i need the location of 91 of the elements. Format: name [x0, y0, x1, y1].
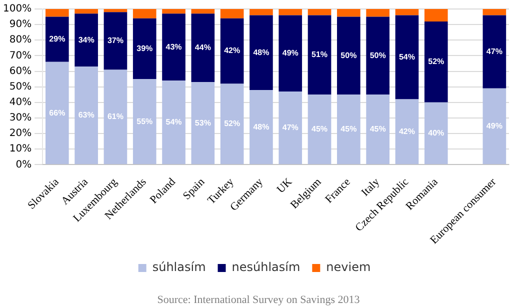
bar	[104, 9, 128, 12]
bar	[395, 15, 419, 100]
y-tick-label: 80%	[9, 34, 32, 46]
bar	[191, 9, 215, 14]
bar	[162, 14, 186, 81]
bar	[74, 9, 98, 14]
y-tick-label: 90%	[9, 19, 32, 30]
data-label: 48%	[253, 122, 270, 132]
bar	[104, 70, 128, 164]
data-label: 48%	[253, 48, 270, 57]
y-tick-label: 20%	[9, 128, 32, 140]
data-label: 47%	[282, 123, 298, 132]
y-tick-label: 100%	[2, 4, 32, 15]
bar	[395, 99, 419, 164]
bar	[132, 79, 156, 164]
bar	[74, 14, 98, 67]
bar	[366, 9, 390, 17]
data-label: 45%	[370, 124, 386, 134]
bar	[308, 9, 332, 16]
bar	[191, 14, 215, 82]
data-label: 39%	[136, 44, 153, 53]
data-label: 50%	[370, 50, 386, 60]
bar	[337, 94, 360, 164]
data-label: 49%	[486, 121, 502, 130]
data-label: 45%	[312, 124, 328, 134]
bar	[395, 9, 419, 16]
bar	[132, 18, 156, 80]
bar	[162, 9, 186, 14]
bar	[366, 94, 390, 164]
bar	[424, 102, 448, 164]
legend-label: neviem	[326, 260, 371, 274]
bar	[220, 18, 244, 84]
bar	[482, 88, 506, 164]
bar	[278, 15, 302, 92]
bar	[250, 90, 273, 164]
x-tick-label: UK	[274, 176, 295, 196]
legend-label: nesúhlasím	[232, 260, 300, 274]
data-label: 49%	[282, 48, 298, 58]
bar	[46, 62, 69, 164]
bar	[278, 92, 302, 164]
data-label: 40%	[428, 128, 444, 138]
bar	[162, 80, 186, 164]
bar	[424, 21, 448, 102]
source-note: Source: International Survey on Savings 2013	[157, 294, 360, 306]
data-label: 51%	[312, 50, 328, 60]
bar	[482, 15, 506, 88]
y-tick-label: 10%	[9, 144, 32, 155]
data-label: 42%	[224, 46, 240, 56]
data-label: 61%	[107, 112, 124, 122]
data-label: 43%	[166, 42, 182, 52]
y-tick-label: 50%	[9, 81, 32, 92]
data-label: 45%	[340, 124, 357, 134]
data-label: 29%	[49, 34, 66, 44]
bar	[104, 12, 128, 70]
bar	[132, 9, 156, 18]
data-label: 66%	[49, 108, 66, 118]
bar	[308, 15, 332, 95]
data-label: 42%	[398, 126, 415, 136]
y-tick-label: 40%	[9, 97, 32, 108]
y-tick-label: 60%	[9, 66, 32, 77]
bar	[424, 9, 448, 22]
bar	[46, 16, 69, 62]
data-label: 54%	[398, 52, 415, 62]
data-label: 63%	[78, 110, 94, 120]
data-label: 54%	[166, 118, 182, 127]
bar	[191, 82, 215, 164]
data-label: 52%	[224, 119, 240, 128]
bar	[74, 66, 98, 164]
bar	[308, 94, 332, 164]
y-tick-label: 70%	[9, 50, 32, 62]
bar	[220, 84, 244, 164]
bar	[278, 9, 302, 16]
y-tick-label: 30%	[9, 112, 32, 124]
data-label: 44%	[194, 43, 211, 52]
bar	[366, 16, 390, 95]
bar	[250, 15, 273, 90]
bar	[250, 9, 273, 16]
bar	[220, 9, 244, 18]
data-label: 52%	[428, 57, 444, 66]
bar	[46, 9, 69, 17]
data-label: 37%	[107, 36, 124, 46]
y-tick-label: 0%	[16, 159, 32, 170]
data-label: 47%	[486, 47, 502, 56]
bar	[337, 16, 360, 95]
data-label: 50%	[340, 50, 357, 60]
data-label: 55%	[136, 116, 153, 126]
bar	[337, 9, 360, 17]
data-label: 34%	[78, 35, 94, 44]
bar	[482, 9, 506, 16]
data-label: 53%	[194, 118, 211, 128]
legend-label: súhlasím	[152, 260, 206, 274]
